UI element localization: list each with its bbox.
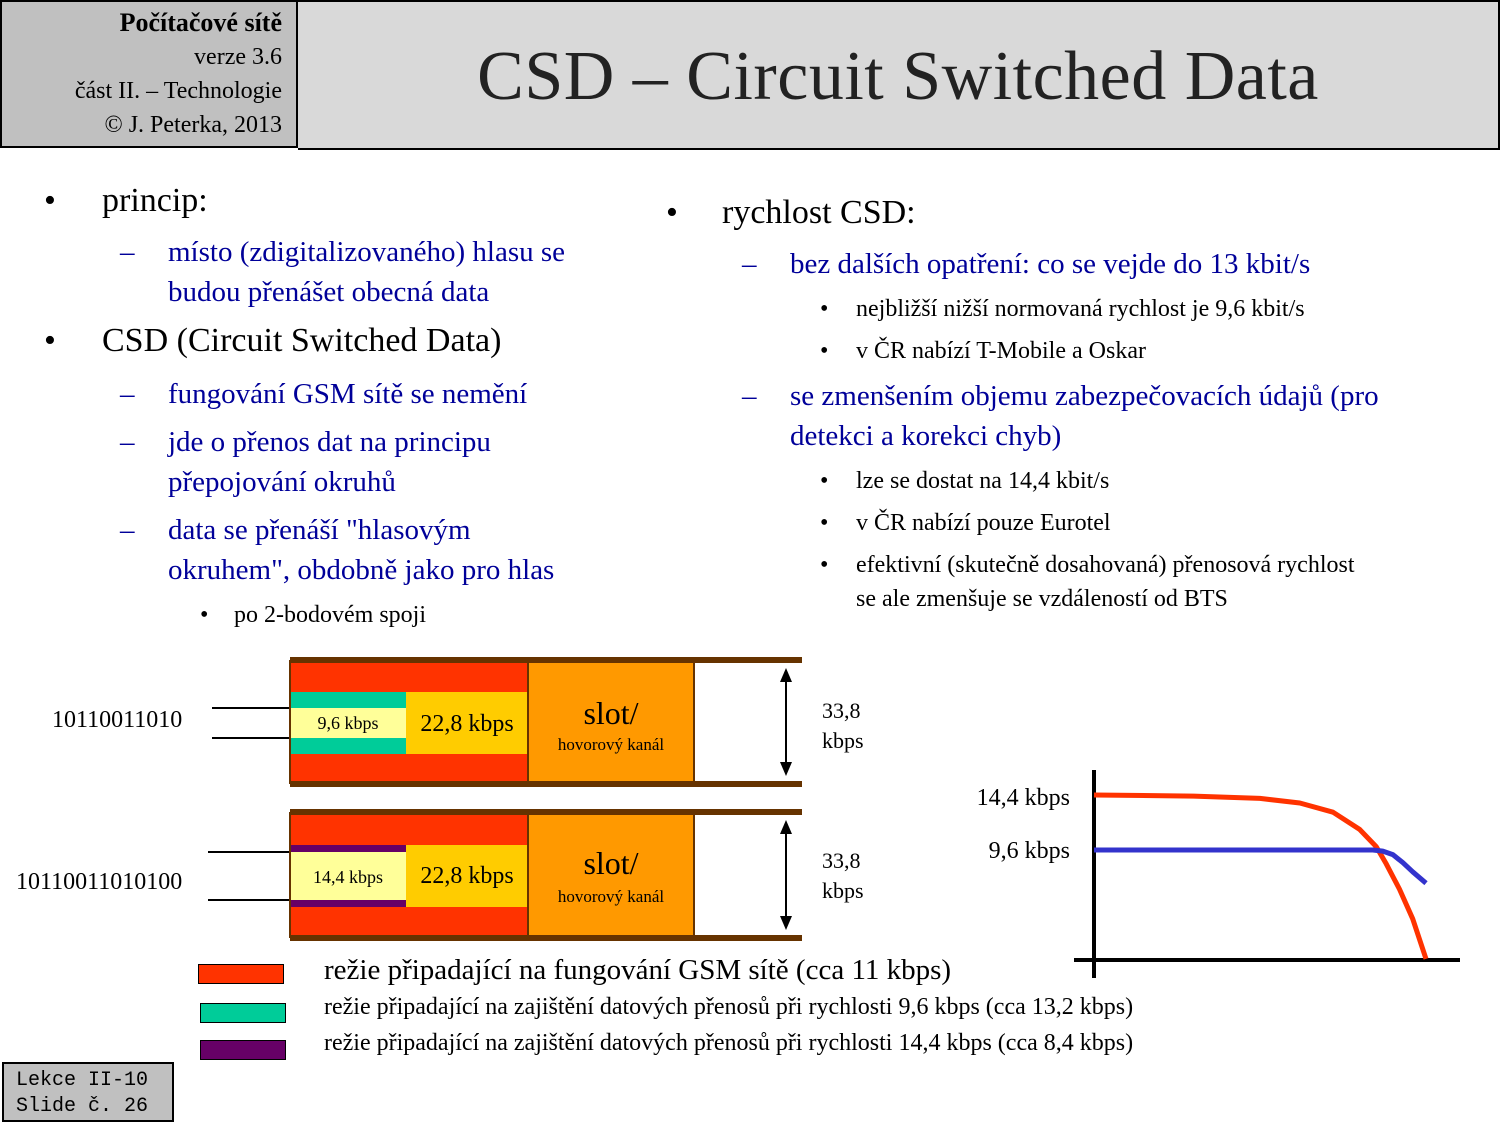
channel-row-96: 10110011010 9,6 kbps 22,8 kbps slot/ hov…	[52, 657, 864, 787]
dash: –	[742, 380, 757, 412]
slide-number-box: Lekce II-10 Slide č. 26	[2, 1062, 174, 1122]
slot-label: slot/	[583, 695, 638, 731]
y-tick-label-14-4: 14,4 kbps	[977, 785, 1070, 811]
dash: –	[120, 378, 135, 410]
right-sub-zmenseni-2: detekci a korekci chyb)	[790, 420, 1062, 452]
capacity-unit: kbps	[822, 728, 864, 753]
right-sub-bez: bez dalších opatření: co se vejde do 13 …	[790, 248, 1311, 280]
left-bullet-princip: princip:	[102, 182, 208, 219]
lesson-label: Lekce II-10	[16, 1069, 149, 1092]
right-subsub-efektivni-2: se ale zmenšuje se vzdáleností od BTS	[856, 586, 1228, 612]
channel-diagram: 10110011010 9,6 kbps 22,8 kbps slot/ hov…	[16, 657, 864, 941]
dash: –	[742, 248, 757, 280]
slide-label: Slide č. 26	[16, 1095, 149, 1118]
right-subsub-efektivni-1: efektivní (skutečně dosahovaná) přenosov…	[856, 552, 1355, 578]
bullet-dot: •	[200, 602, 209, 628]
course-info-box: Počítačové sítě verze 3.6 část II. – Tec…	[0, 0, 298, 148]
legend-swatch-gsm	[198, 964, 284, 984]
left-sub-misto-2: budou přenášet obecná data	[168, 276, 490, 308]
right-bullet-rychlost: rychlost CSD:	[722, 194, 916, 231]
right-sub-zmenseni-1: se zmenšením objemu zabezpečovacích údaj…	[790, 380, 1379, 412]
course-part: část II. – Technologie	[74, 78, 282, 104]
right-subsub-eurotel: v ČR nabízí pouze Eurotel	[856, 510, 1111, 536]
left-subsub-spoj: po 2-bodovém spoji	[234, 602, 426, 628]
bitstream-label: 10110011010100	[16, 869, 182, 895]
course-copyright: © J. Peterka, 2013	[104, 112, 282, 138]
legend-text-96: režie připadající na zajištění datových …	[324, 994, 1134, 1020]
left-sub-data-2: okruhem", obdobně jako pro hlas	[168, 554, 555, 586]
legend-swatch-144	[200, 1040, 286, 1060]
bullet-dot: •	[820, 468, 829, 494]
y-tick-label-9-6: 9,6 kbps	[989, 838, 1070, 864]
speed-distance-chart: 14,4 kbps 9,6 kbps	[977, 770, 1460, 978]
bullet-dot: •	[820, 510, 829, 536]
empty-slot	[694, 814, 800, 936]
legend-text-144: režie připadající na zajištění datových …	[324, 1030, 1134, 1056]
course-name: Počítačové sítě	[119, 8, 282, 37]
left-sub-misto-1: místo (zdigitalizovaného) hlasu se	[168, 236, 566, 268]
course-version: verze 3.6	[194, 44, 282, 70]
bullet-dot: •	[666, 194, 678, 231]
bullet-dot: •	[820, 338, 829, 364]
data-96-label: 9,6 kbps	[317, 713, 378, 733]
right-subsub-tmobile: v ČR nabízí T-Mobile a Oskar	[856, 338, 1146, 364]
legend-text-gsm: režie připadající na fungování GSM sítě …	[324, 954, 952, 986]
right-subsub-nejblizsi: nejbližší nižší normovaná rychlost je 9,…	[856, 296, 1305, 322]
right-subsub-144: lze se dostat na 14,4 kbit/s	[856, 468, 1110, 494]
left-sub-prenos-1: jde o přenos dat na principu	[168, 426, 491, 458]
capacity-unit: kbps	[822, 878, 864, 903]
capacity-value: 33,8	[822, 698, 861, 723]
slot-label: slot/	[583, 845, 638, 881]
channel-228-block	[406, 692, 528, 754]
channel-228-label: 22,8 kbps	[420, 863, 513, 889]
series-line-9-6	[1094, 847, 1428, 886]
data-144-block	[290, 852, 406, 900]
channel-228-block	[406, 845, 528, 907]
series-line-14-4	[1093, 792, 1429, 960]
slide-title: CSD – Circuit Switched Data	[477, 38, 1319, 115]
bullet-dot: •	[44, 322, 56, 359]
capacity-value: 33,8	[822, 848, 861, 873]
left-sub-prenos-2: přepojování okruhů	[168, 466, 396, 498]
bullet-dot: •	[820, 552, 829, 578]
slot-sub-label: hovorový kanál	[558, 735, 665, 754]
left-bullet-csd: CSD (Circuit Switched Data)	[102, 322, 502, 359]
left-sub-data-1: data se přenáší "hlasovým	[168, 514, 471, 546]
legend-swatch-96	[200, 1003, 286, 1023]
bullet-dot: •	[44, 182, 56, 219]
dash: –	[120, 236, 135, 268]
left-sub-fungovani: fungování GSM sítě se nemění	[168, 378, 528, 410]
bullet-dot: •	[820, 296, 829, 322]
channel-228-label: 22,8 kbps	[420, 711, 513, 737]
data-144-label: 14,4 kbps	[313, 867, 383, 887]
dash: –	[120, 426, 135, 458]
title-bar: CSD – Circuit Switched Data	[298, 0, 1500, 150]
data-96-block	[290, 708, 406, 738]
slot-sub-label: hovorový kanál	[558, 887, 665, 906]
bitstream-label: 10110011010	[52, 707, 182, 733]
dash: –	[120, 514, 135, 546]
channel-row-144: 10110011010100 14,4 kbps 22,8 kbps slot/…	[16, 809, 864, 941]
